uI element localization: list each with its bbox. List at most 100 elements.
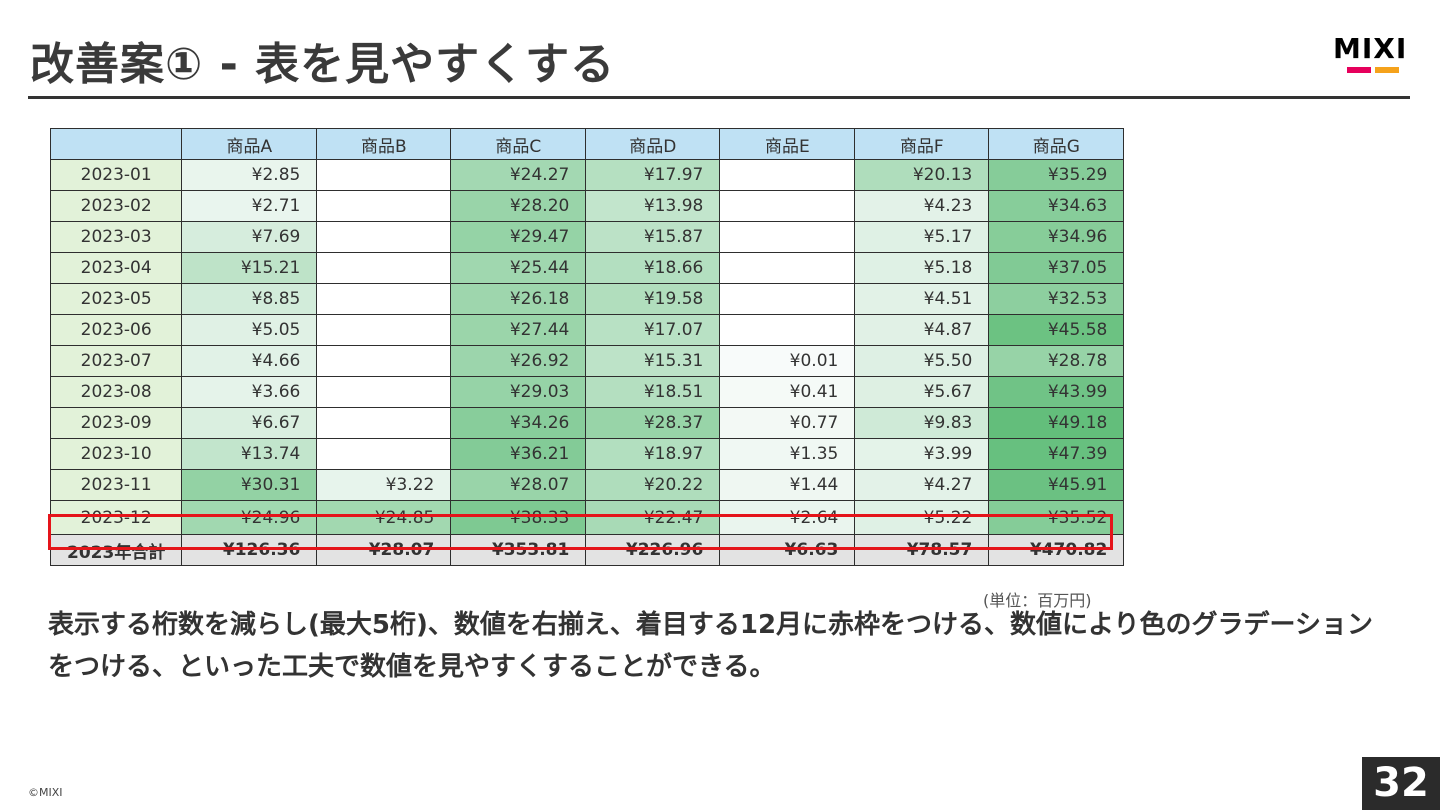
- column-header: 商品F: [854, 128, 990, 160]
- value-cell: ¥2.85: [181, 159, 318, 191]
- value-cell: ¥5.22: [854, 500, 990, 535]
- total-cell: ¥28.07: [316, 534, 452, 566]
- value-cell: ¥28.20: [450, 190, 587, 222]
- value-cell: [316, 252, 452, 284]
- unit-note: (単位：百万円): [983, 591, 1092, 610]
- month-cell: 2023-12: [49, 500, 183, 535]
- month-cell: 2023-09: [49, 407, 183, 439]
- sales-table: 商品A 商品B 商品C 商品D 商品E 商品F 商品G 2023-01 ¥2.85 ¥24.27…: [49, 128, 1125, 566]
- value-cell: [719, 283, 856, 315]
- column-header: 商品C: [450, 128, 587, 160]
- value-cell: ¥28.37: [585, 407, 721, 439]
- value-cell: ¥34.26: [450, 407, 587, 439]
- value-cell: ¥13.98: [585, 190, 721, 222]
- value-cell: ¥26.18: [450, 283, 587, 315]
- month-cell: 2023-06: [49, 314, 183, 346]
- value-cell: ¥4.23: [854, 190, 990, 222]
- value-cell: ¥24.96: [181, 500, 318, 535]
- month-cell: 2023-01: [49, 159, 183, 191]
- value-cell: ¥34.63: [988, 190, 1125, 222]
- mixi-logo: MIXI: [1333, 32, 1413, 76]
- value-cell: [316, 221, 452, 253]
- value-cell: [719, 252, 856, 284]
- value-cell: ¥20.22: [585, 469, 721, 501]
- value-cell: ¥15.21: [181, 252, 318, 284]
- value-cell: [316, 190, 452, 222]
- table-row: 2023-01 ¥2.85 ¥24.27 ¥17.97 ¥20.13 ¥35.29: [49, 159, 1125, 191]
- value-cell: [316, 376, 452, 408]
- value-cell: ¥4.51: [854, 283, 990, 315]
- logo-text: MIXI: [1333, 32, 1408, 65]
- value-cell: [316, 345, 452, 377]
- value-cell: ¥43.99: [988, 376, 1125, 408]
- value-cell: ¥17.07: [585, 314, 721, 346]
- value-cell: ¥1.35: [719, 438, 856, 470]
- table-row: 2023-08 ¥3.66 ¥29.03 ¥18.51 ¥0.41 ¥5.67 ¥43.99: [49, 376, 1125, 408]
- value-cell: [316, 407, 452, 439]
- value-cell: ¥5.50: [854, 345, 990, 377]
- value-cell: ¥5.17: [854, 221, 990, 253]
- value-cell: ¥20.13: [854, 159, 990, 191]
- month-cell: 2023-07: [49, 345, 183, 377]
- table-row: 2023-10 ¥13.74 ¥36.21 ¥18.97 ¥1.35 ¥3.99 ¥47.3…: [49, 438, 1125, 470]
- month-cell: 2023-02: [49, 190, 183, 222]
- title-divider: [28, 96, 1410, 99]
- value-cell: [719, 159, 856, 191]
- table-row: 2023-11 ¥30.31 ¥3.22 ¥28.07 ¥20.22 ¥1.44 ¥4.27…: [49, 469, 1125, 501]
- table-row: 2023-03 ¥7.69 ¥29.47 ¥15.87 ¥5.17 ¥34.96: [49, 221, 1125, 253]
- month-cell: 2023-11: [49, 469, 183, 501]
- value-cell: [316, 438, 452, 470]
- value-cell: ¥26.92: [450, 345, 587, 377]
- value-cell: ¥45.58: [988, 314, 1125, 346]
- total-cell: ¥126.36: [181, 534, 318, 566]
- value-cell: ¥5.67: [854, 376, 990, 408]
- value-cell: ¥28.78: [988, 345, 1125, 377]
- value-cell: [719, 314, 856, 346]
- total-cell: ¥226.96: [585, 534, 721, 566]
- table-row: 2023-12 ¥24.96 ¥24.85 ¥38.33 ¥22.47 ¥2.64 ¥5.2…: [49, 500, 1125, 535]
- value-cell: ¥5.05: [181, 314, 318, 346]
- value-cell: ¥5.18: [854, 252, 990, 284]
- value-cell: ¥4.66: [181, 345, 318, 377]
- value-cell: ¥24.85: [316, 500, 452, 535]
- value-cell: [316, 314, 452, 346]
- value-cell: ¥0.41: [719, 376, 856, 408]
- total-cell: ¥78.57: [854, 534, 990, 566]
- value-cell: ¥30.31: [181, 469, 318, 501]
- table-row: 2023-02 ¥2.71 ¥28.20 ¥13.98 ¥4.23 ¥34.63: [49, 190, 1125, 222]
- value-cell: ¥15.87: [585, 221, 721, 253]
- column-header: 商品D: [585, 128, 721, 160]
- value-cell: ¥24.27: [450, 159, 587, 191]
- value-cell: [316, 159, 452, 191]
- table-row: 2023-09 ¥6.67 ¥34.26 ¥28.37 ¥0.77 ¥9.83 ¥49.18: [49, 407, 1125, 439]
- value-cell: [719, 190, 856, 222]
- value-cell: ¥32.53: [988, 283, 1125, 315]
- body-text: 表示する桁数を減らし(最大5桁)、数値を右揃え、着目する12月に赤枠をつける、数…: [48, 610, 1373, 682]
- value-cell: ¥28.07: [450, 469, 587, 501]
- value-cell: ¥13.74: [181, 438, 318, 470]
- total-label: 2023年合計: [49, 534, 183, 566]
- value-cell: ¥3.99: [854, 438, 990, 470]
- value-cell: ¥3.66: [181, 376, 318, 408]
- table-row: 2023-06 ¥5.05 ¥27.44 ¥17.07 ¥4.87 ¥45.58: [49, 314, 1125, 346]
- value-cell: ¥35.29: [988, 159, 1125, 191]
- value-cell: ¥18.97: [585, 438, 721, 470]
- value-cell: [719, 221, 856, 253]
- value-cell: ¥22.47: [585, 500, 721, 535]
- total-cell: ¥353.81: [450, 534, 587, 566]
- column-header: 商品E: [719, 128, 856, 160]
- table-body: 2023-01 ¥2.85 ¥24.27 ¥17.97 ¥20.13 ¥35.29 2023…: [49, 159, 1125, 566]
- header-corner-cell: [49, 128, 183, 160]
- value-cell: ¥18.51: [585, 376, 721, 408]
- column-header: 商品G: [988, 128, 1125, 160]
- month-cell: 2023-05: [49, 283, 183, 315]
- value-cell: ¥36.21: [450, 438, 587, 470]
- table-row: 2023-04 ¥15.21 ¥25.44 ¥18.66 ¥5.18 ¥37.05: [49, 252, 1125, 284]
- value-cell: ¥47.39: [988, 438, 1125, 470]
- value-cell: ¥3.22: [316, 469, 452, 501]
- value-cell: ¥2.64: [719, 500, 856, 535]
- value-cell: ¥25.44: [450, 252, 587, 284]
- logo-bar-orange: [1375, 67, 1399, 73]
- total-row: 2023年合計 ¥126.36 ¥28.07 ¥353.81 ¥226.96 ¥6.63 ¥…: [49, 534, 1125, 566]
- value-cell: ¥0.01: [719, 345, 856, 377]
